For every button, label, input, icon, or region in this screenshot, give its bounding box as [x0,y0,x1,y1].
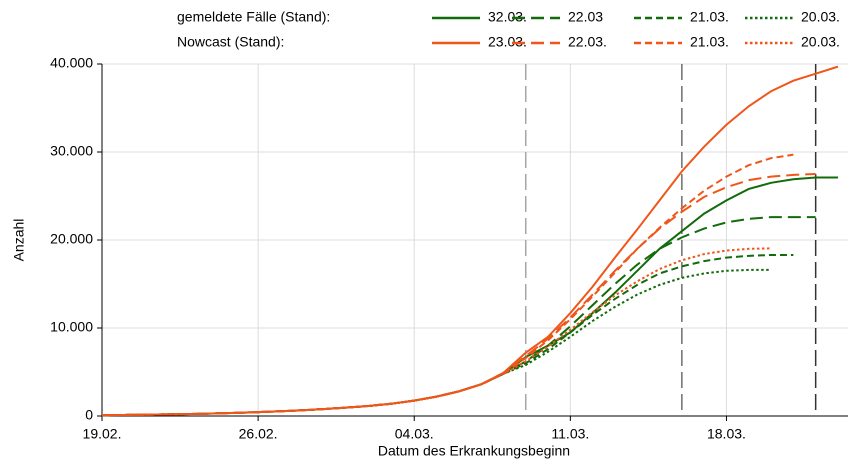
legend-title: Nowcast (Stand): [177,34,284,50]
legend-label: 20.03. [801,34,840,50]
y-axis-label: Anzahl [11,219,27,262]
x-tick-label: 26.02. [239,426,278,442]
series-line [101,253,794,417]
x-tick-label: 04.03. [395,426,434,442]
legend-label: 32.03. [488,9,527,25]
x-axis-label: Datum des Erkrankungsbeginn [378,443,570,459]
series-line [101,65,839,417]
y-tick-label: 0 [85,407,93,423]
series-line [101,153,794,417]
legend-label: 21.03. [690,34,729,50]
legend-label: 22.03. [568,34,607,50]
y-tick-label: 20.000 [50,231,93,247]
x-tick-label: 18.03. [707,426,746,442]
series-line [101,247,772,417]
legend-label: 22.03 [568,9,603,25]
legend-label: 20.03. [801,9,840,25]
y-tick-label: 40.000 [50,55,93,71]
series-line [101,176,838,417]
y-tick-label: 10.000 [50,319,93,335]
y-tick-label: 30.000 [50,143,93,159]
legend-label: 21.03. [690,9,729,25]
series-line [101,268,772,417]
legend-label: 23.03. [488,34,527,50]
x-tick-label: 19.02. [83,426,122,442]
legend-title: gemeldete Fälle (Stand): [177,9,330,25]
x-tick-label: 11.03. [551,426,589,442]
series-line [101,173,816,417]
series-line [101,216,816,417]
